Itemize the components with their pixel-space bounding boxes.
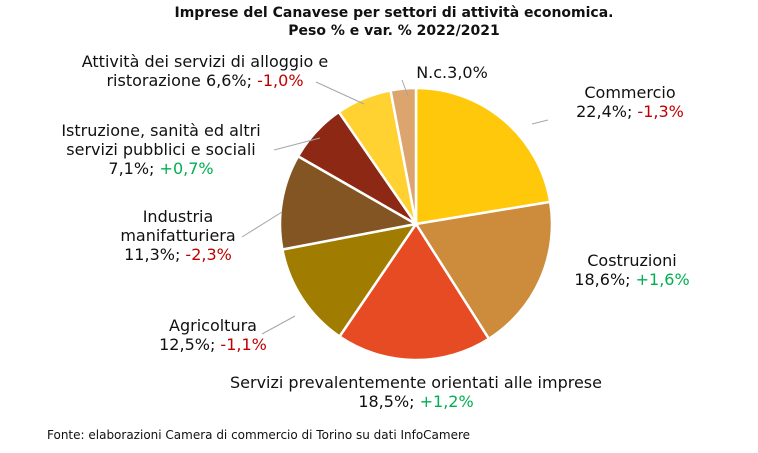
slice-var: +0,7%: [154, 159, 213, 178]
slice-label-line: Agricoltura: [169, 316, 257, 335]
chart-title-line1: Imprese del Canavese per settori di atti…: [174, 5, 614, 21]
slice-label-line: Servizi prevalentemente orientati alle i…: [230, 373, 602, 392]
slice-label-line: Industria: [143, 207, 214, 226]
pie-slice-agricoltura: [280, 222, 419, 339]
slice-label-industria-manifatturiera: Industria manifatturiera 11,3%; -2,3%: [120, 207, 235, 264]
leader-line: [531, 119, 549, 125]
slice-label-line: Commercio: [584, 83, 675, 102]
slice-label-costruzioni: Costruzioni 18,6%; +1,6%: [574, 251, 689, 289]
slice-label-agricoltura: Agricoltura 12,5%; -1,1%: [159, 316, 267, 354]
slice-label-attivita-dei-servizi-di-alloggio-e-ristorazione: Attività dei servizi di alloggio e ristor…: [82, 52, 329, 90]
pie-slice-commercio: [414, 86, 552, 226]
slice-share: 12,5%;: [159, 335, 215, 354]
pie-slice-servizi-prevalentemente-orientati-alle-imprese: [337, 221, 491, 362]
slice-var: -2,3%: [180, 245, 232, 264]
chart-title-line2: Peso % e var. % 2022/2021: [288, 23, 500, 39]
leader-line: [273, 137, 321, 151]
slice-share: 11,3%;: [124, 245, 180, 264]
leader-line: [315, 81, 365, 105]
slice-var: +1,2%: [415, 392, 474, 411]
slice-label-line: servizi pubblici e sociali: [66, 140, 255, 159]
leader-line: [241, 211, 283, 238]
slice-label-line: N.c.3,0%: [416, 63, 488, 82]
slice-label-istruzione-sanita-ed-altri-servizi-pubblici-e-sociali: Istruzione, sanità ed altri servizi pubbl…: [61, 121, 260, 178]
slice-label-servizi-prevalentemente-orientati-alle-imprese: Servizi prevalentemente orientati alle i…: [230, 373, 602, 411]
pie-slice-costruzioni: [413, 200, 554, 341]
leader-line: [401, 79, 409, 97]
slice-label-line: Attività dei servizi di alloggio e: [82, 52, 329, 71]
slice-label-n-c: N.c.3,0%: [416, 63, 488, 82]
slice-label-line: Costruzioni: [587, 251, 677, 270]
slice-share: 22,4%;: [576, 102, 632, 121]
chart-title: Imprese del Canavese per settori di atti…: [0, 4, 758, 40]
pie-slice-industria-manifatturiera: [278, 154, 420, 251]
slice-label-line: ristorazione 6,6%;: [106, 71, 252, 90]
pie-slice-n-c: [389, 86, 418, 225]
slice-var: +1,6%: [631, 270, 690, 289]
slice-label-line: manifatturiera: [120, 226, 235, 245]
slice-var: -1,0%: [252, 71, 304, 90]
slice-label-line: Istruzione, sanità ed altri: [61, 121, 260, 140]
slice-share: 18,6%;: [574, 270, 630, 289]
slice-share: 18,5%;: [358, 392, 414, 411]
source-note: Fonte: elaborazioni Camera di commercio …: [47, 428, 471, 442]
leader-line: [261, 315, 296, 335]
slice-label-commercio: Commercio 22,4%; -1,3%: [576, 83, 684, 121]
slice-var: -1,3%: [632, 102, 684, 121]
slice-share: 7,1%;: [108, 159, 154, 178]
slice-var: -1,1%: [215, 335, 267, 354]
